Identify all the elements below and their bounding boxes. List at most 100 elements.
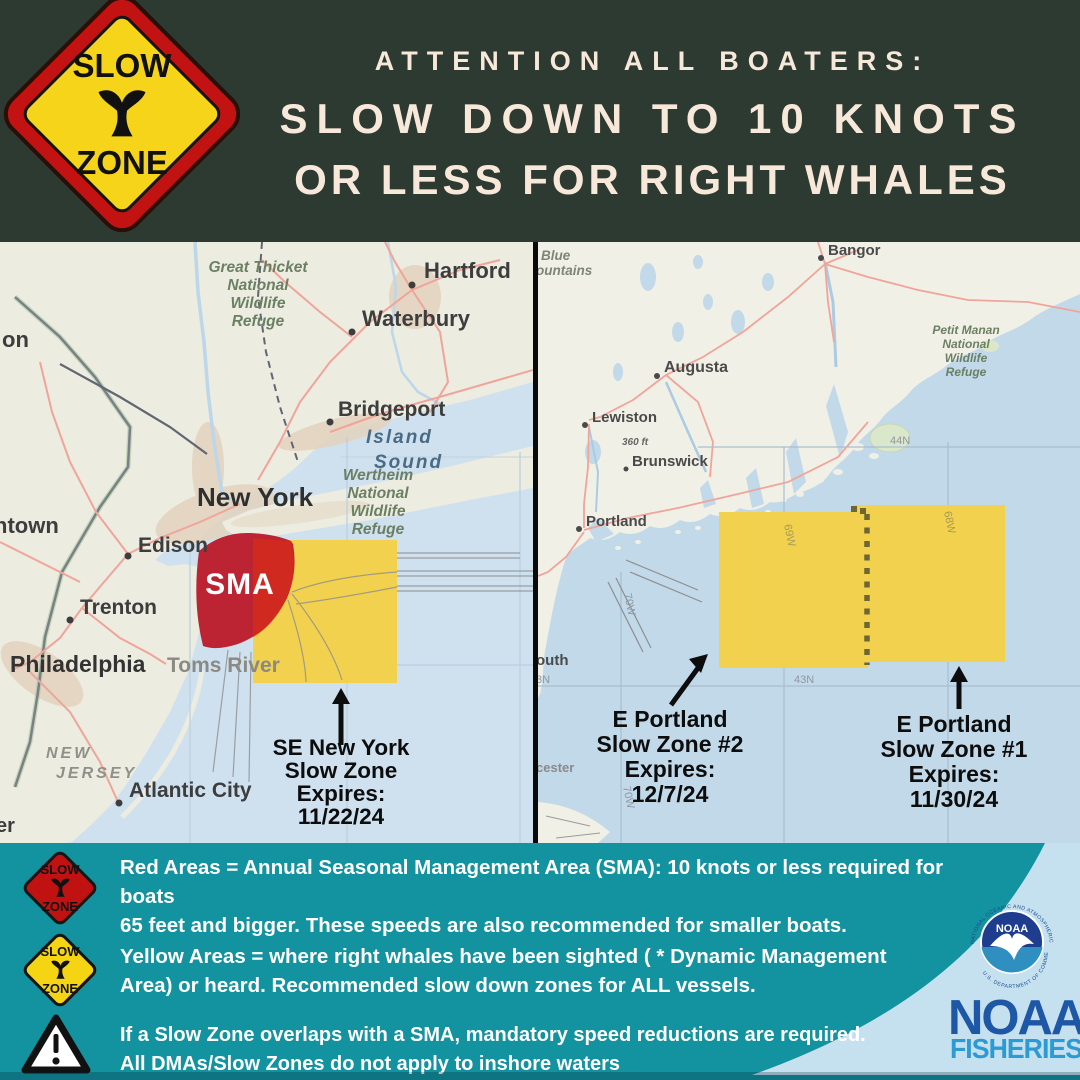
svg-text:E Portland: E Portland — [896, 711, 1011, 737]
sign-word-zone: ZONE — [41, 981, 79, 996]
legend-yellow-line1: Yellow Areas = where right whales have b… — [120, 945, 887, 968]
legend-warning-line1: If a Slow Zone overlaps with a SMA, mand… — [120, 1024, 866, 1046]
map-maine: 69W 68W Blue ountains Bangor Augusta Lew… — [538, 242, 1080, 843]
svg-text:11/30/24: 11/30/24 — [910, 786, 998, 812]
svg-text:NOAA: NOAA — [996, 923, 1028, 935]
legend-yellow-areas-text: Yellow Areas = where right whales have b… — [120, 942, 1000, 1000]
whale-tail-icon — [50, 878, 70, 897]
roads — [0, 242, 533, 803]
svg-text:Great Thicket: Great Thicket — [208, 259, 308, 276]
city-labels: Hartford Waterbury Bridgeport New York E… — [0, 258, 511, 837]
roads — [538, 242, 1080, 577]
slow-zone-sign-icon: SLOW ZONE — [0, 0, 250, 242]
coastal-bays — [588, 384, 848, 542]
legend-red-line1: Red Areas = Annual Seasonal Management A… — [120, 856, 944, 908]
svg-text:E Portland: E Portland — [612, 706, 727, 732]
cape-ann-roads — [545, 815, 601, 839]
water-label-island-sound: Island Sound — [366, 427, 441, 473]
partial-city-portsmouth: outh — [538, 652, 568, 669]
header-title-line2: OR LESS FOR RIGHT WHALES — [294, 156, 1011, 203]
city-hartford: Hartford — [424, 258, 511, 283]
svg-text:Refuge: Refuge — [352, 521, 405, 538]
city-philadelphia: Philadelphia — [10, 651, 146, 677]
rivers — [193, 242, 441, 502]
city-new-york: New York — [197, 482, 314, 512]
svg-text:Refuge: Refuge — [232, 313, 285, 330]
state-border-ny-nj — [59, 363, 208, 455]
svg-text:3N: 3N — [538, 674, 550, 686]
sign-word-zone: ZONE — [41, 899, 79, 914]
svg-text:70W: 70W — [621, 592, 638, 617]
petit-manan-refuge-area — [981, 340, 999, 352]
header-title-line1: SLOW DOWN TO 10 KNOTS — [279, 95, 1026, 142]
svg-text:Petit Manan: Petit Manan — [932, 323, 999, 337]
grid-labels-faint: 69W 68W — [781, 510, 958, 548]
svg-text:Wildlife: Wildlife — [945, 351, 988, 365]
city-bridgeport: Bridgeport — [338, 398, 445, 421]
refuge-label-wertheim: Wertheim National Wildlife Refuge — [343, 467, 414, 538]
svg-text:Expires:: Expires: — [297, 781, 386, 806]
blue-mountains-label: Blue ountains — [538, 248, 593, 278]
legend-red-line2: 65 feet and bigger. These speeds are als… — [120, 914, 847, 937]
svg-text:Wildlife: Wildlife — [351, 503, 406, 520]
graticule — [189, 437, 533, 843]
shipping-lanes — [212, 552, 533, 783]
city-waterbury: Waterbury — [362, 306, 471, 331]
legend-yellow-line2: Area) or heard. Recommended slow down zo… — [120, 974, 756, 997]
shipping-lanes — [607, 559, 703, 653]
delaware-river — [13, 296, 132, 788]
svg-text:12/7/24: 12/7/24 — [632, 781, 709, 807]
city-augusta: Augusta — [664, 359, 728, 376]
acadia-island — [869, 423, 911, 453]
svg-text:Island: Island — [366, 427, 433, 448]
partial-city-2: ntown — [0, 513, 59, 538]
barrier-islands — [120, 669, 205, 819]
city-bangor: Bangor — [828, 242, 881, 259]
sma-label: SMA — [205, 568, 275, 601]
svg-text:43N: 43N — [794, 674, 814, 686]
svg-text:Blue: Blue — [541, 248, 571, 263]
maine-land — [538, 242, 1080, 698]
sign-word-slow: SLOW — [72, 47, 172, 84]
city-atlantic-city: Atlantic City — [129, 779, 252, 802]
state-label-new-jersey: NEW JERSEY — [46, 745, 134, 782]
rivers — [588, 261, 838, 513]
city-labels: Bangor Augusta Lewiston Brunswick Portla… — [538, 242, 881, 775]
svg-text:Slow Zone #2: Slow Zone #2 — [597, 731, 744, 757]
map-new-york: Great Thicket National Wildlife Refuge W… — [0, 242, 533, 843]
svg-text:70W: 70W — [620, 785, 637, 810]
partial-city-1: on — [2, 327, 29, 352]
sign-word-slow: SLOW — [40, 944, 80, 959]
city-brunswick: Brunswick — [632, 453, 709, 470]
noaa-wordmark: NOAA — [948, 991, 1080, 1045]
bottom-edge-strip — [0, 1072, 1080, 1080]
svg-text:SE New York: SE New York — [273, 735, 410, 760]
state-border-ny-ct — [256, 242, 299, 463]
sma-area-overlap — [253, 538, 294, 637]
warning-triangle-icon — [21, 1014, 91, 1074]
svg-text:Wertheim: Wertheim — [343, 467, 414, 484]
zone-boundary-dotted — [851, 506, 870, 665]
legend-red-sign-icon: SLOW ZONE — [20, 848, 100, 928]
header-kicker: ATTENTION ALL BOATERS: — [374, 46, 931, 76]
dma-e-portland-zone1 — [853, 505, 1005, 662]
se-new-york-zone-label: SE New York Slow Zone Expires: 11/22/24 — [273, 735, 410, 829]
svg-text:Slow Zone #1: Slow Zone #1 — [881, 736, 1028, 762]
map-panels: Great Thicket National Wildlife Refuge W… — [0, 242, 1080, 843]
city-trenton: Trenton — [80, 596, 157, 619]
header-text: ATTENTION ALL BOATERS: SLOW DOWN TO 10 K… — [235, 0, 1070, 204]
zone2-arrow — [668, 654, 708, 707]
legend-section: NOAA NATIONAL OCEANIC AND ATMOSPHERIC AD… — [0, 843, 1080, 1080]
whale-tail-icon — [98, 90, 146, 137]
svg-text:68W: 68W — [941, 510, 958, 535]
legend-yellow-sign-icon: SLOW ZONE — [20, 930, 100, 1010]
city-edison: Edison — [138, 534, 208, 557]
graticule-labels: 44N 43N 3N 70W 70W — [538, 435, 910, 810]
elevation-label: 360 ft — [622, 437, 649, 448]
svg-text:Slow Zone: Slow Zone — [285, 758, 398, 783]
svg-text:NEW: NEW — [46, 745, 92, 762]
dma-e-portland-zone2 — [719, 512, 868, 668]
sign-word-slow: SLOW — [40, 862, 80, 877]
legend-warning-text: If a Slow Zone overlaps with a SMA, mand… — [120, 1021, 1000, 1079]
